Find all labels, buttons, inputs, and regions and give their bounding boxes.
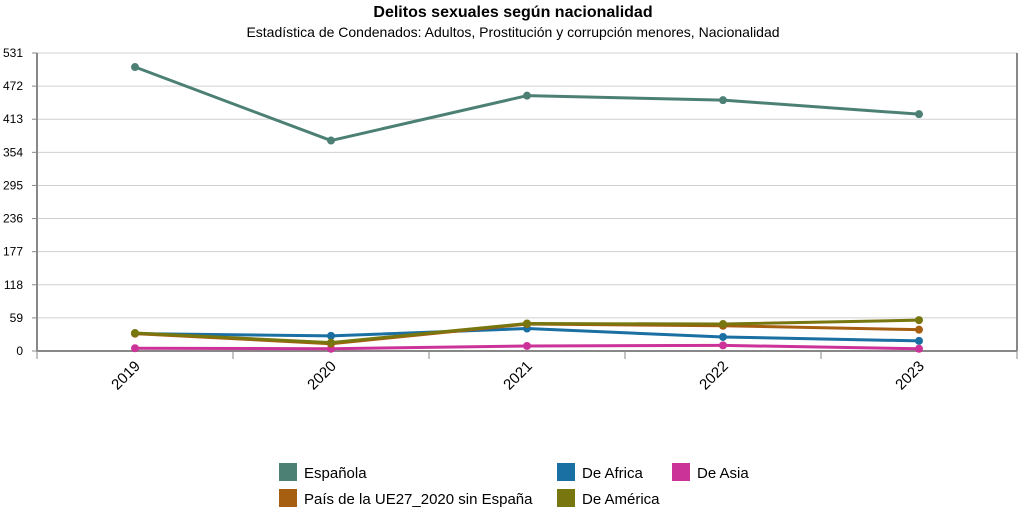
data-point[interactable] [915,344,923,353]
legend-swatch [279,463,297,481]
x-tick-label: 2019 [108,358,144,394]
y-tick-label: 0 [16,344,23,358]
y-tick-label: 236 [3,212,23,226]
x-tick-label: 2022 [696,358,732,394]
legend-swatch [557,463,575,481]
data-point[interactable] [131,344,139,353]
data-point[interactable] [719,341,727,350]
gridlines [37,52,1017,319]
legend-label: País de la UE27_2020 sin España [304,491,533,508]
legend-swatch [672,463,690,481]
data-point[interactable] [915,110,923,119]
legend: Española De Africa De Asia País de la UE27_… [279,463,749,508]
y-tick-label: 59 [10,311,24,325]
data-point[interactable] [523,319,531,328]
data-point[interactable] [327,136,335,145]
legend-item[interactable]: País de la UE27_2020 sin España [279,489,533,508]
data-point[interactable] [327,338,335,347]
legend-label: De Africa [582,465,644,482]
data-point[interactable] [719,332,727,341]
data-point[interactable] [327,331,335,340]
chart-title: Delitos sexuales según nacionalidad [373,4,652,21]
y-tick-label: 413 [3,112,23,126]
legend-item[interactable]: Española [279,463,367,482]
x-tick-label: 2020 [304,358,340,394]
y-tick-label: 354 [3,145,23,159]
chart-subtitle: Estadística de Condenados: Adultos, Pros… [246,24,779,40]
data-point[interactable] [915,325,923,334]
legend-label: De Asia [697,465,749,482]
data-point[interactable] [523,341,531,350]
legend-swatch [279,489,297,507]
x-tick-label: 2023 [892,358,928,394]
y-tick-label: 118 [4,278,23,292]
y-tick-label: 177 [3,245,23,259]
legend-label: De América [582,491,660,508]
series-espa-ola [131,63,923,145]
legend-item[interactable]: De Asia [672,463,749,482]
data-point[interactable] [523,91,531,100]
y-tick-label: 472 [3,79,23,93]
y-tick-label: 295 [3,178,23,192]
series-line [133,65,921,143]
data-point[interactable] [915,336,923,345]
series [131,63,923,353]
legend-item[interactable]: De América [557,489,660,508]
x-tick-label: 2021 [500,358,536,394]
data-point[interactable] [915,316,923,325]
y-tick-label: 531 [3,46,23,60]
legend-label: Española [304,465,367,482]
legend-swatch [557,489,575,507]
axes: 0 59 118 177 236 295 354 413 472 531 2019 2020 2021 2… [3,46,1018,394]
data-point[interactable] [719,320,727,329]
series-de-am-rica [131,316,923,347]
legend-item[interactable]: De Africa [557,463,644,482]
data-point[interactable] [719,96,727,105]
data-point[interactable] [131,63,139,72]
data-point[interactable] [131,329,139,338]
